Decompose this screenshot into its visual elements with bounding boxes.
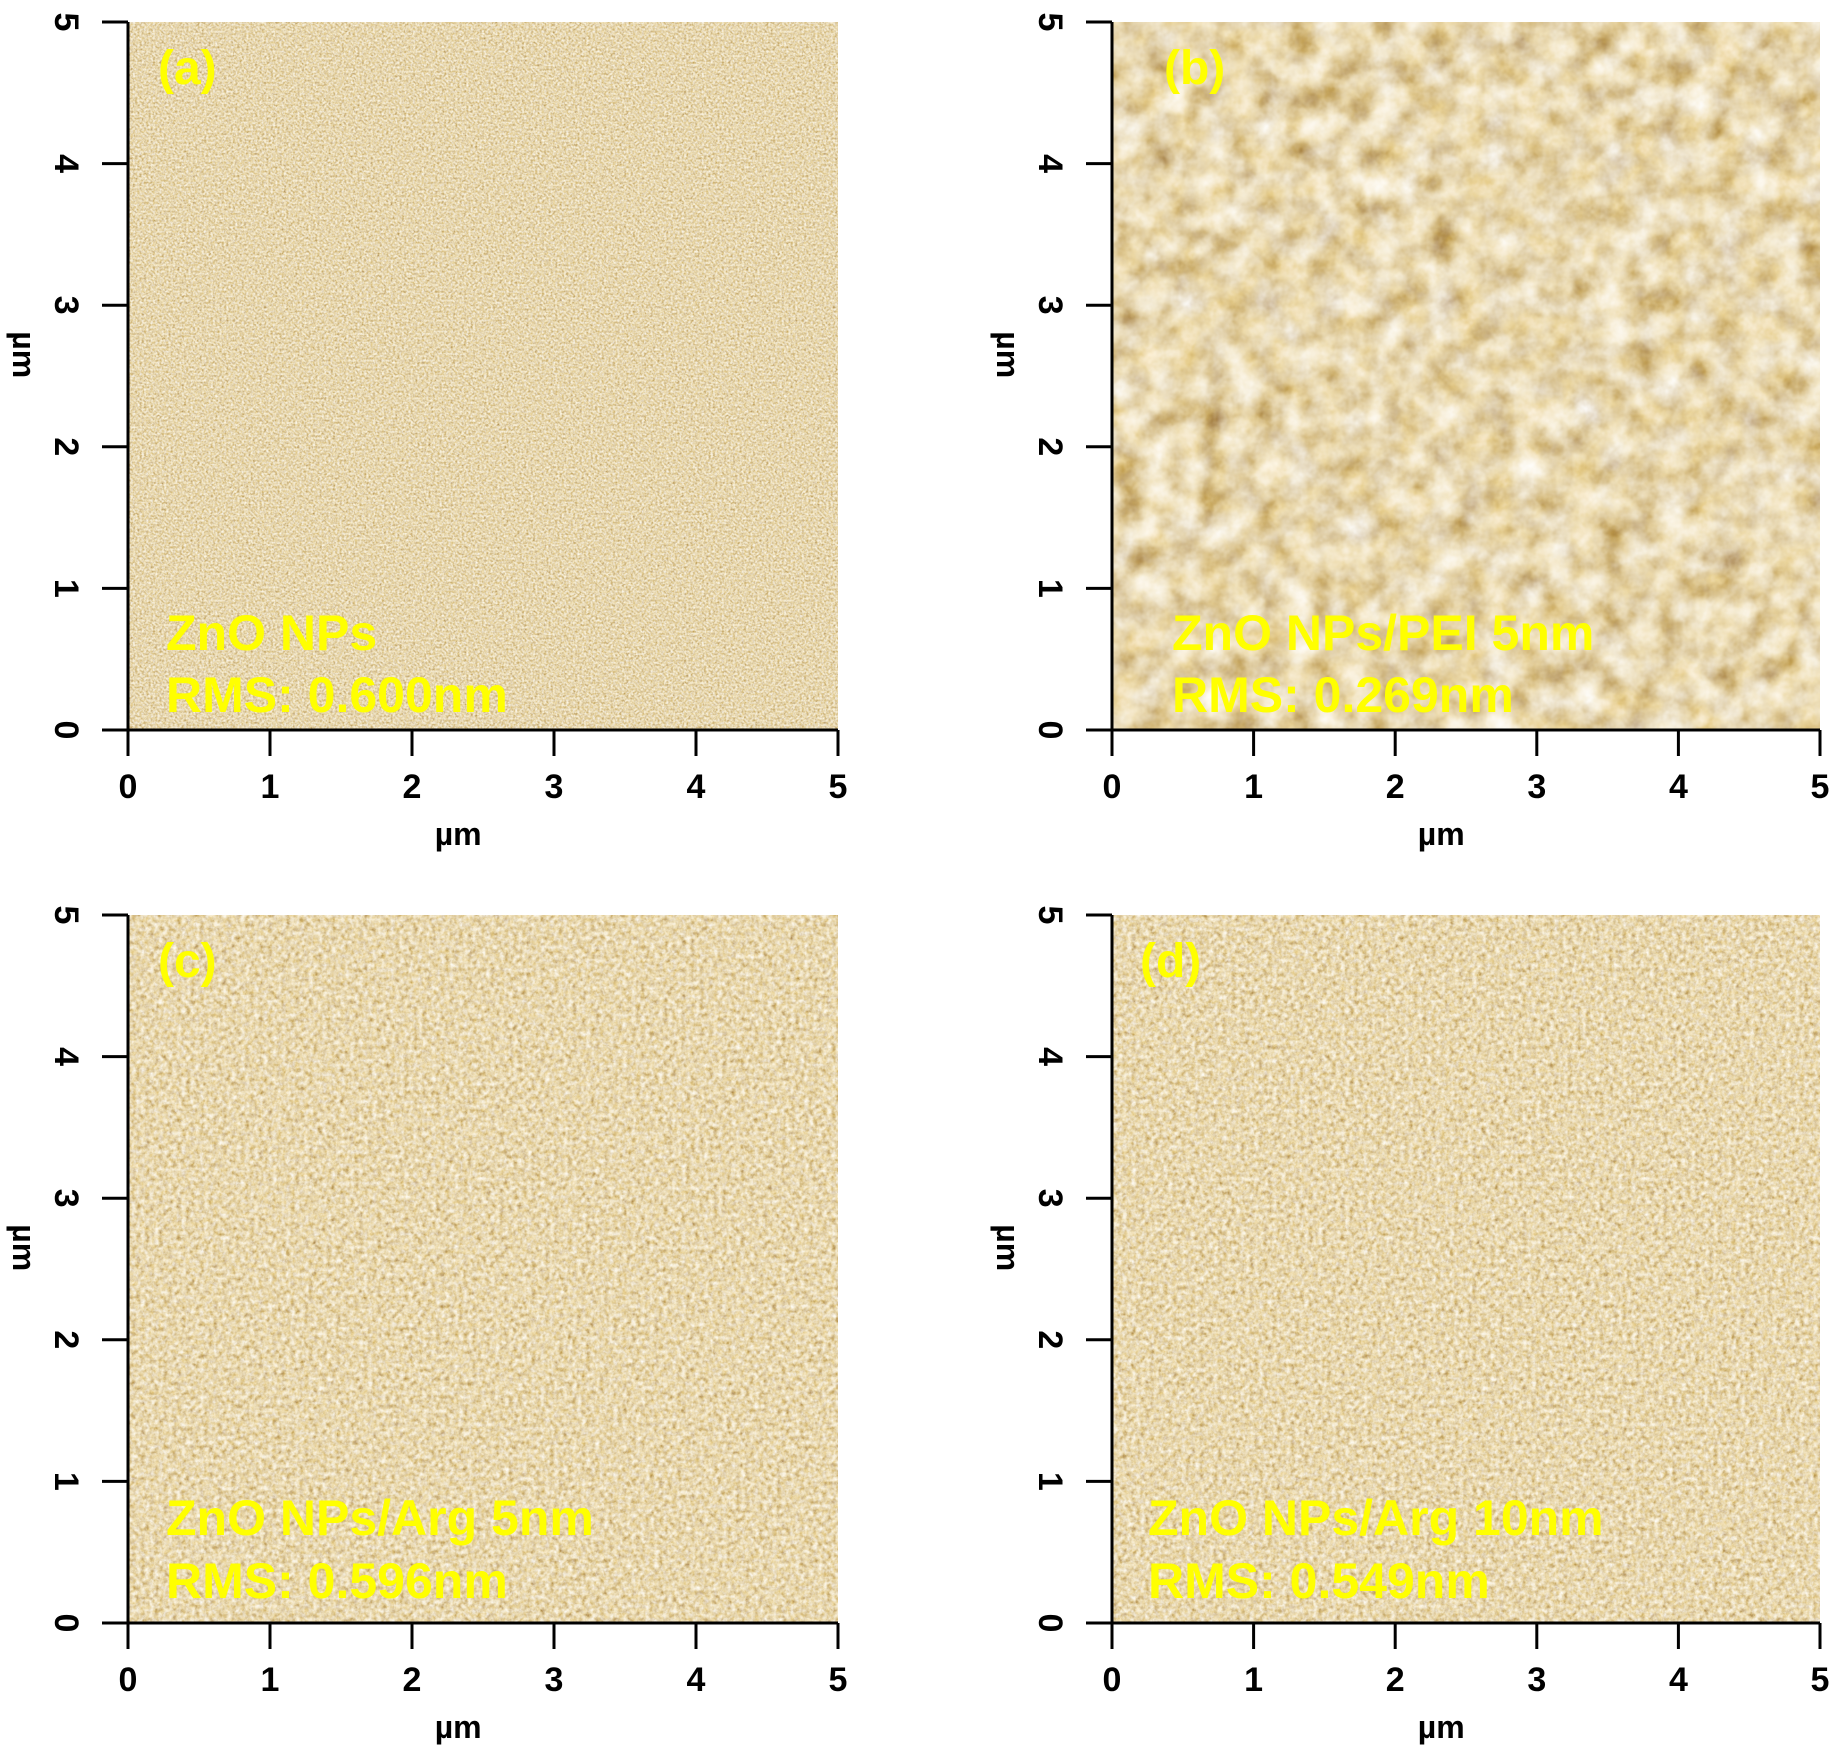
y-tick-label: 2 xyxy=(1031,437,1069,456)
y-tick-label: 5 xyxy=(1031,906,1069,925)
x-tick-label: 5 xyxy=(1811,768,1830,806)
x-axis-label: µm xyxy=(1418,1709,1465,1745)
y-tick-label: 4 xyxy=(47,1047,85,1066)
x-tick-label: 2 xyxy=(1386,1661,1405,1699)
x-tick-label: 1 xyxy=(1244,768,1263,806)
rms-roughness-label: RMS: 0.596nm xyxy=(166,1553,508,1609)
x-tick-label: 2 xyxy=(403,1661,422,1699)
y-axis-label: µm xyxy=(990,331,1026,378)
y-tick-label: 3 xyxy=(1031,1189,1069,1208)
afm-height-map-c xyxy=(128,915,838,1623)
panel-d: 0 1 2 3 4 5 0 1 2 3 4 5 µm µm (d) ZnO NPs/Arg 10nm RMS: … xyxy=(990,906,1829,1745)
x-tick-label: 2 xyxy=(1386,768,1405,806)
y-tick-label: 2 xyxy=(47,437,85,456)
sample-name-label: ZnO NPs/Arg 10nm xyxy=(1148,1490,1604,1546)
sample-name-label: ZnO NPs/Arg 5nm xyxy=(166,1490,594,1546)
rms-roughness-label: RMS: 0.549nm xyxy=(1148,1553,1490,1609)
x-axis-label: µm xyxy=(435,1709,482,1745)
y-tick-label: 1 xyxy=(1031,579,1069,598)
y-tick-label: 4 xyxy=(1031,154,1069,173)
y-tick-label: 5 xyxy=(1031,13,1069,32)
y-tick-label: 3 xyxy=(47,1189,85,1208)
x-axis-label: µm xyxy=(435,816,482,852)
afm-height-map-d xyxy=(1112,915,1820,1623)
y-axis-label: µm xyxy=(990,1224,1026,1271)
x-tick-label: 0 xyxy=(119,1661,138,1699)
panel-a: 0 1 2 3 4 5 0 1 2 3 4 5 µm µm (a) ZnO NPs RMS: 0.600nm xyxy=(6,13,847,852)
rms-roughness-label: RMS: 0.269nm xyxy=(1172,667,1514,723)
y-tick-label: 1 xyxy=(47,579,85,598)
x-tick-label: 0 xyxy=(1103,1661,1122,1699)
afm-height-map-b xyxy=(1112,22,1820,730)
panel-letter: (d) xyxy=(1140,935,1201,988)
y-tick-label: 3 xyxy=(47,296,85,315)
y-tick-label: 0 xyxy=(1031,721,1069,740)
y-tick-label: 0 xyxy=(47,1614,85,1633)
sample-name-label: ZnO NPs/PEI 5nm xyxy=(1172,605,1594,661)
x-tick-label: 2 xyxy=(403,768,422,806)
y-tick-label: 2 xyxy=(47,1330,85,1349)
y-axis-label: µm xyxy=(6,1224,42,1271)
x-tick-label: 3 xyxy=(545,768,564,806)
y-axis-label: µm xyxy=(6,331,42,378)
rms-roughness-label: RMS: 0.600nm xyxy=(166,667,508,723)
panel-letter: (a) xyxy=(158,42,217,95)
y-tick-label: 5 xyxy=(47,13,85,32)
afm-height-map-a xyxy=(128,22,838,730)
y-tick-label: 2 xyxy=(1031,1330,1069,1349)
x-tick-label: 4 xyxy=(1669,1661,1688,1699)
x-tick-label: 4 xyxy=(687,1661,706,1699)
x-tick-label: 5 xyxy=(829,768,848,806)
x-tick-label: 0 xyxy=(119,768,138,806)
panel-letter: (c) xyxy=(158,935,217,988)
x-tick-label: 3 xyxy=(1527,768,1546,806)
y-tick-label: 5 xyxy=(47,906,85,925)
x-axis-label: µm xyxy=(1418,816,1465,852)
panel-c: 0 1 2 3 4 5 0 1 2 3 4 5 µm µm (c) ZnO NPs/Arg 5nm RMS: 0… xyxy=(6,906,847,1745)
x-tick-label: 5 xyxy=(1811,1661,1830,1699)
y-tick-label: 0 xyxy=(1031,1614,1069,1633)
x-tick-label: 1 xyxy=(261,1661,280,1699)
panel-b: 0 1 2 3 4 5 0 1 2 3 4 5 µm µm (b) ZnO NPs/PEI 5nm RMS: 0… xyxy=(990,13,1829,852)
x-tick-label: 1 xyxy=(261,768,280,806)
y-tick-label: 1 xyxy=(47,1472,85,1491)
sample-name-label: ZnO NPs xyxy=(166,605,377,661)
x-tick-label: 3 xyxy=(1527,1661,1546,1699)
y-tick-label: 4 xyxy=(1031,1047,1069,1066)
x-tick-label: 4 xyxy=(1669,768,1688,806)
y-tick-label: 4 xyxy=(47,154,85,173)
x-tick-label: 5 xyxy=(829,1661,848,1699)
y-tick-label: 3 xyxy=(1031,296,1069,315)
y-tick-label: 1 xyxy=(1031,1472,1069,1491)
x-tick-label: 0 xyxy=(1103,768,1122,806)
x-tick-label: 3 xyxy=(545,1661,564,1699)
panel-letter: (b) xyxy=(1164,42,1225,95)
x-tick-label: 1 xyxy=(1244,1661,1263,1699)
x-tick-label: 4 xyxy=(687,768,706,806)
y-tick-label: 0 xyxy=(47,721,85,740)
